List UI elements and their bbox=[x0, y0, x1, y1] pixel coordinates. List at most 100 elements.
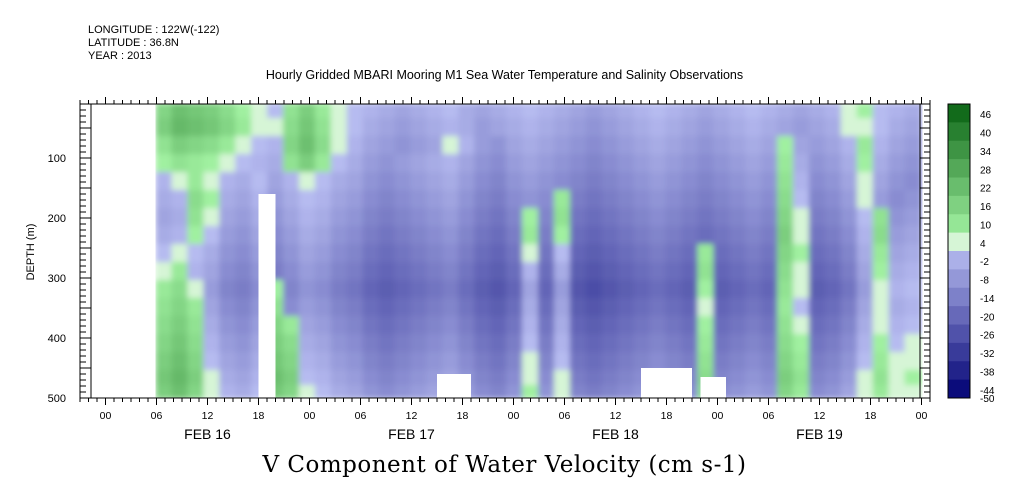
heatmap-cell bbox=[522, 136, 540, 156]
heatmap-cell bbox=[872, 104, 891, 120]
heatmap-cell bbox=[824, 370, 843, 387]
heatmap-cell bbox=[458, 172, 477, 192]
heatmap-cell bbox=[585, 280, 604, 300]
heatmap-cell bbox=[840, 316, 859, 336]
heatmap-cell bbox=[330, 262, 349, 282]
heatmap-cell bbox=[314, 298, 333, 318]
heatmap-cell bbox=[298, 334, 317, 354]
heatmap-cell bbox=[761, 104, 780, 120]
heatmap-cell bbox=[506, 316, 525, 336]
heatmap-cell bbox=[872, 262, 891, 282]
heatmap-cell bbox=[538, 334, 556, 354]
heatmap-cell bbox=[346, 190, 365, 210]
heatmap-cell bbox=[283, 316, 301, 336]
heatmap-cell bbox=[474, 226, 493, 246]
heatmap-cell bbox=[235, 244, 254, 264]
heatmap-cell bbox=[378, 136, 397, 156]
x-tick-label: 06 bbox=[763, 410, 775, 422]
heatmap-cell bbox=[187, 208, 206, 228]
heatmap-cell bbox=[155, 208, 174, 228]
heatmap-cell bbox=[649, 190, 668, 210]
heatmap-cell bbox=[745, 104, 764, 120]
heatmap-cell bbox=[569, 190, 588, 210]
heatmap-cell bbox=[330, 352, 349, 372]
colorbar-label: -38 bbox=[980, 367, 995, 378]
heatmap-cell bbox=[378, 154, 397, 174]
heatmap-cell bbox=[474, 208, 493, 228]
heatmap-cell bbox=[745, 280, 764, 300]
heatmap-cell bbox=[553, 226, 572, 246]
heatmap-cell bbox=[904, 370, 923, 387]
heatmap-cell bbox=[601, 262, 620, 282]
heatmap-cell bbox=[665, 208, 684, 228]
heatmap-cell bbox=[522, 172, 540, 192]
heatmap-cell bbox=[283, 370, 301, 387]
heatmap-cell bbox=[649, 262, 668, 282]
heatmap-cell bbox=[617, 262, 636, 282]
heatmap-cell bbox=[171, 244, 190, 264]
heatmap-cell bbox=[394, 172, 413, 192]
heatmap-cell bbox=[649, 280, 668, 300]
heatmap-cell bbox=[283, 262, 301, 282]
heatmap-cell bbox=[346, 118, 365, 138]
heatmap-cell bbox=[235, 316, 254, 336]
heatmap-cell bbox=[553, 104, 572, 120]
heatmap-cell bbox=[474, 280, 493, 300]
heatmap-cell bbox=[426, 316, 445, 336]
heatmap-cell bbox=[362, 298, 381, 318]
heatmap-cell bbox=[761, 154, 780, 174]
heatmap-cell bbox=[745, 298, 764, 318]
heatmap-cell bbox=[569, 136, 588, 156]
heatmap-cell bbox=[458, 208, 477, 228]
heatmap-cell bbox=[569, 118, 588, 138]
heatmap-cell bbox=[777, 385, 795, 398]
heatmap-cell bbox=[777, 352, 795, 372]
colorbar-label: -8 bbox=[980, 276, 989, 287]
heatmap-cell bbox=[856, 370, 875, 387]
heatmap-field bbox=[155, 104, 923, 398]
heatmap-cell bbox=[872, 280, 891, 300]
heatmap-cell bbox=[378, 244, 397, 264]
heatmap-cell bbox=[713, 244, 732, 264]
heatmap-cell bbox=[458, 136, 477, 156]
heatmap-cell bbox=[745, 208, 764, 228]
heatmap-cell bbox=[777, 298, 795, 318]
heatmap-cell bbox=[729, 104, 748, 120]
heatmap-cell bbox=[394, 226, 413, 246]
heatmap-cell bbox=[665, 316, 684, 336]
heatmap-cell bbox=[793, 352, 811, 372]
heatmap-cell bbox=[474, 172, 493, 192]
heatmap-cell bbox=[219, 352, 238, 372]
heatmap-cell bbox=[761, 244, 780, 264]
heatmap-cell bbox=[777, 280, 795, 300]
x-tick-label: 12 bbox=[406, 410, 418, 422]
heatmap-cell bbox=[522, 352, 540, 372]
colorbar-label: -50 bbox=[980, 394, 995, 405]
heatmap-cell bbox=[585, 244, 604, 264]
heatmap-cell bbox=[617, 190, 636, 210]
heatmap-cell bbox=[155, 280, 174, 300]
heatmap-cell bbox=[283, 172, 301, 192]
chart-title: Hourly Gridded MBARI Mooring M1 Sea Wate… bbox=[265, 68, 744, 82]
heatmap-cell bbox=[314, 226, 333, 246]
heatmap-cell bbox=[856, 208, 875, 228]
heatmap-cell bbox=[553, 280, 572, 300]
heatmap-cell bbox=[298, 352, 317, 372]
heatmap-cell bbox=[904, 172, 923, 192]
heatmap-cell bbox=[346, 385, 365, 398]
colorbar-swatch bbox=[948, 214, 970, 234]
heatmap-cell bbox=[235, 262, 254, 282]
heatmap-cell bbox=[155, 262, 174, 282]
heatmap-cell bbox=[219, 118, 238, 138]
heatmap-cell bbox=[267, 104, 285, 120]
heatmap-cell bbox=[633, 262, 652, 282]
heatmap-cell bbox=[904, 280, 923, 300]
heatmap-cell bbox=[793, 136, 811, 156]
heatmap-cell bbox=[330, 334, 349, 354]
heatmap-cell bbox=[506, 280, 525, 300]
heatmap-cell bbox=[793, 385, 811, 398]
heatmap-cell bbox=[283, 280, 301, 300]
x-tick-label: 00 bbox=[916, 410, 928, 422]
heatmap-cell bbox=[777, 334, 795, 354]
heatmap-cell bbox=[793, 298, 811, 318]
